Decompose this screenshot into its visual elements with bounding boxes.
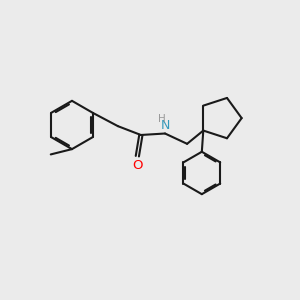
Text: O: O [132, 158, 142, 172]
Text: N: N [160, 119, 170, 132]
Text: H: H [158, 114, 165, 124]
